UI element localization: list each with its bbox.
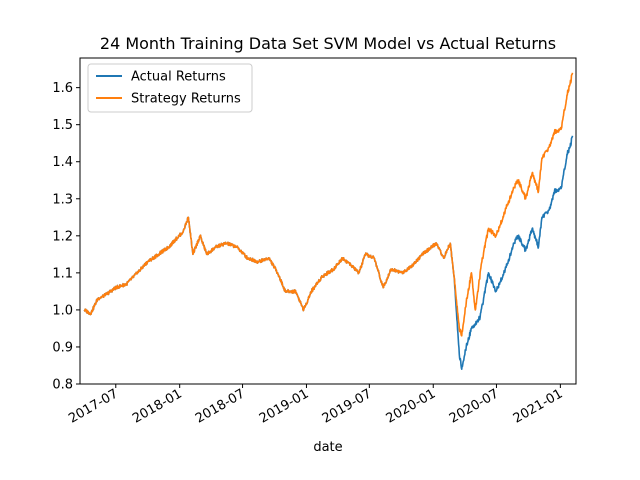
- x-axis-label: date: [313, 440, 342, 455]
- plot-frame: [79, 57, 577, 385]
- y-tick-label: 1.5: [52, 118, 73, 133]
- y-tick-label: 1.6: [52, 81, 73, 96]
- y-tick-label: 1.4: [52, 155, 73, 170]
- chart-title: 24 Month Training Data Set SVM Model vs …: [100, 34, 556, 53]
- legend-entry-label: Strategy Returns: [131, 92, 241, 107]
- y-tick-label: 1.1: [52, 266, 73, 281]
- y-tick-label: 0.8: [52, 378, 73, 393]
- y-tick-label: 0.9: [52, 340, 73, 355]
- series-layer: [83, 72, 574, 370]
- y-tick-label: 1.3: [52, 192, 73, 207]
- series-line-strategy-returns: [83, 72, 574, 337]
- y-tick-label: 1.0: [52, 303, 73, 318]
- legend-frame: [87, 63, 253, 113]
- legend: Actual Returns Strategy Returns: [87, 63, 253, 113]
- y-tick-label: 1.2: [52, 229, 73, 244]
- legend-entry-label: Actual Returns: [131, 70, 226, 85]
